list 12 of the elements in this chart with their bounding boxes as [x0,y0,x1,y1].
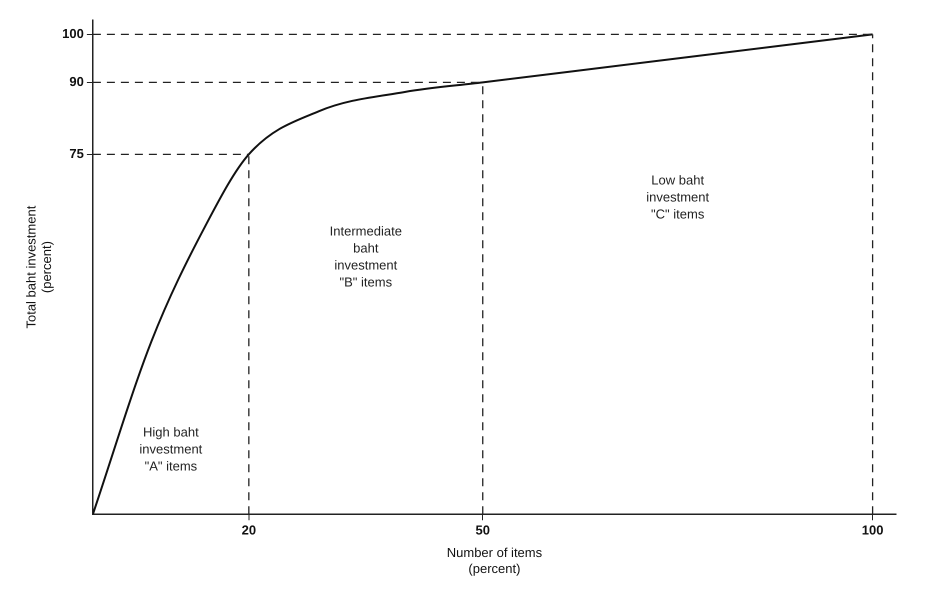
annotation: Low baht investment "C" items [646,172,710,222]
annotation: High baht investment "A" items [139,424,203,474]
line-series [92,33,874,514]
y-tick-label: 90 [69,74,84,89]
y-tick-label: 100 [62,26,84,41]
x-tick-label: 50 [476,522,490,538]
y-axis-title: Total baht investment (percent) [23,205,54,329]
x-tick-label: 100 [862,522,884,538]
x-axis-title: Number of items (percent) [446,545,543,576]
y-tick-label: 75 [69,146,84,161]
x-tick-label: 20 [242,522,256,538]
annotation: Intermediate baht investment "B" items [330,223,402,290]
